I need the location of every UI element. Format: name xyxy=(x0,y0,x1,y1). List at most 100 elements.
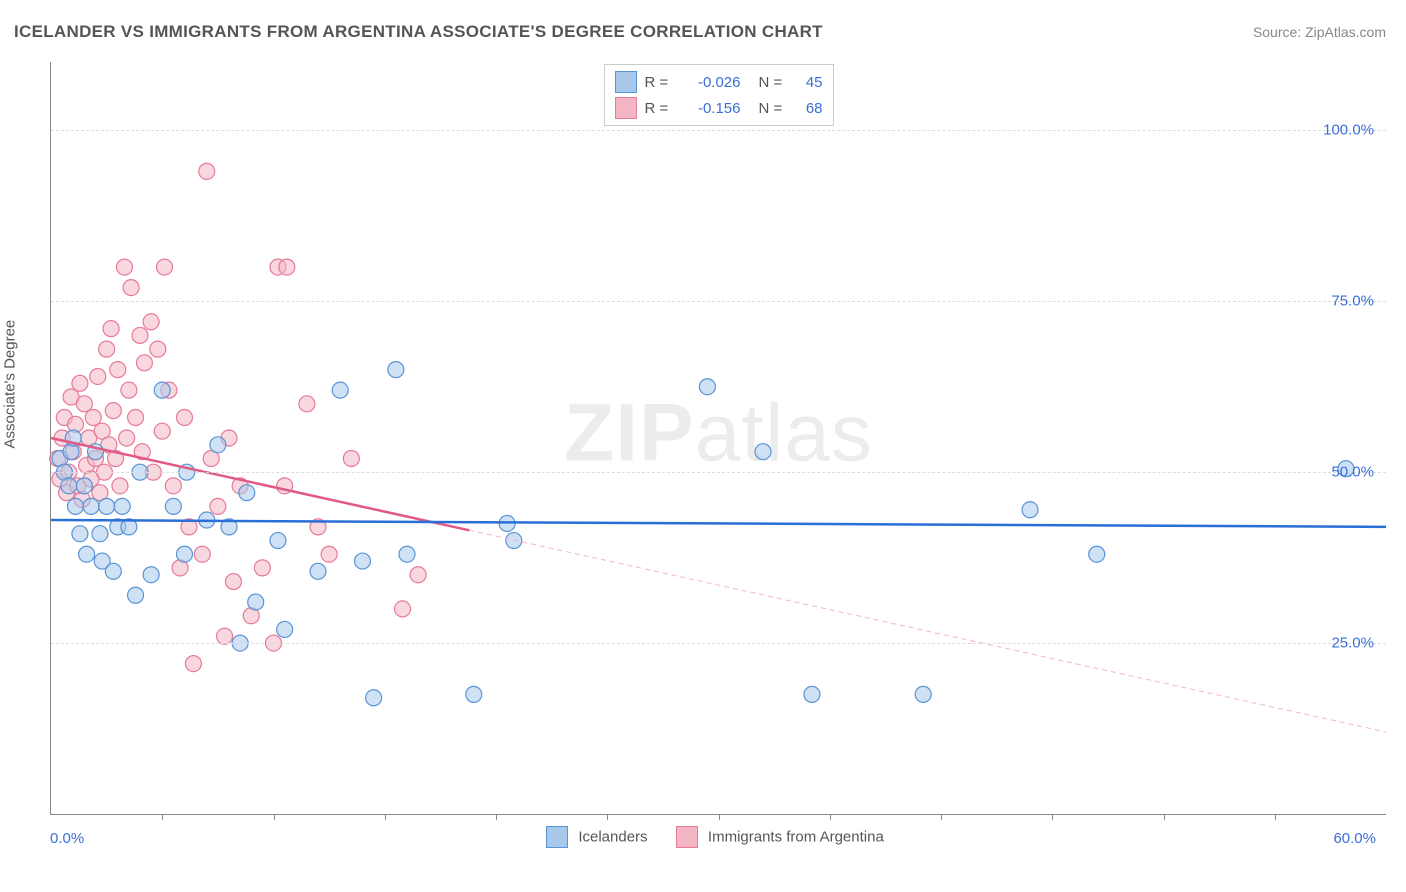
x-tick xyxy=(1275,814,1276,820)
y-tick-label: 75.0% xyxy=(1331,293,1374,310)
scatter-point xyxy=(128,409,144,425)
x-tick xyxy=(1052,814,1053,820)
gridline xyxy=(51,301,1386,302)
x-tick xyxy=(941,814,942,820)
scatter-point xyxy=(355,553,371,569)
y-tick-label: 100.0% xyxy=(1323,122,1374,139)
scatter-point xyxy=(99,341,115,357)
scatter-point xyxy=(1022,502,1038,518)
scatter-point xyxy=(150,341,166,357)
x-tick xyxy=(1164,814,1165,820)
scatter-point xyxy=(395,601,411,617)
gridline xyxy=(51,472,1386,473)
scatter-point xyxy=(239,485,255,501)
y-tick-label: 50.0% xyxy=(1331,464,1374,481)
scatter-point xyxy=(114,498,130,514)
r-label: R = xyxy=(645,100,671,117)
scatter-point xyxy=(177,409,193,425)
scatter-point xyxy=(72,526,88,542)
scatter-point xyxy=(105,403,121,419)
scatter-point xyxy=(270,533,286,549)
scatter-point xyxy=(110,362,126,378)
scatter-point xyxy=(248,594,264,610)
correlation-legend: R = -0.026 N = 45 R = -0.156 N = 68 xyxy=(604,64,834,126)
series-legend: Icelanders Immigrants from Argentina xyxy=(0,826,1406,848)
scatter-point xyxy=(1089,546,1105,562)
scatter-point xyxy=(116,259,132,275)
n-label: N = xyxy=(759,74,785,91)
scatter-point xyxy=(177,546,193,562)
scatter-point xyxy=(399,546,415,562)
legend-label-argentina: Immigrants from Argentina xyxy=(708,829,884,846)
scatter-point xyxy=(76,396,92,412)
gridline xyxy=(51,643,1386,644)
scatter-point xyxy=(210,498,226,514)
scatter-point xyxy=(112,478,128,494)
scatter-point xyxy=(366,690,382,706)
x-tick xyxy=(607,814,608,820)
scatter-point xyxy=(199,163,215,179)
scatter-point xyxy=(154,382,170,398)
gridline xyxy=(51,130,1386,131)
scatter-point xyxy=(310,563,326,579)
scatter-point xyxy=(99,498,115,514)
scatter-point xyxy=(85,409,101,425)
scatter-point xyxy=(466,686,482,702)
x-tick xyxy=(274,814,275,820)
scatter-point xyxy=(119,430,135,446)
scatter-point xyxy=(165,498,181,514)
x-tick xyxy=(385,814,386,820)
scatter-point xyxy=(277,621,293,637)
scatter-point xyxy=(132,327,148,343)
scatter-point xyxy=(72,375,88,391)
scatter-point xyxy=(92,526,108,542)
scatter-point xyxy=(185,656,201,672)
source-label: Source: ZipAtlas.com xyxy=(1253,24,1386,40)
x-tick xyxy=(496,814,497,820)
y-axis-title: Associate's Degree xyxy=(2,320,19,449)
scatter-point xyxy=(128,587,144,603)
scatter-point xyxy=(121,382,137,398)
trend-line xyxy=(51,520,1386,527)
scatter-point xyxy=(143,567,159,583)
plot-svg xyxy=(51,62,1386,814)
x-tick xyxy=(162,814,163,820)
scatter-point xyxy=(79,546,95,562)
n-value-blue: 45 xyxy=(793,74,823,91)
x-tick xyxy=(719,814,720,820)
scatter-point xyxy=(388,362,404,378)
scatter-point xyxy=(123,280,139,296)
legend-row-argentina: R = -0.156 N = 68 xyxy=(615,95,823,121)
scatter-point xyxy=(217,628,233,644)
scatter-point xyxy=(254,560,270,576)
r-value-blue: -0.026 xyxy=(679,74,741,91)
scatter-point xyxy=(103,321,119,337)
scatter-point xyxy=(332,382,348,398)
scatter-point xyxy=(210,437,226,453)
scatter-point xyxy=(699,379,715,395)
scatter-point xyxy=(299,396,315,412)
scatter-point xyxy=(61,478,77,494)
plot-area: ZIPatlas R = -0.026 N = 45 R = -0.156 N … xyxy=(50,62,1386,815)
scatter-point xyxy=(156,259,172,275)
scatter-point xyxy=(343,451,359,467)
scatter-point xyxy=(321,546,337,562)
n-value-pink: 68 xyxy=(793,100,823,117)
swatch-pink-icon xyxy=(676,826,698,848)
scatter-point xyxy=(105,563,121,579)
y-tick-label: 25.0% xyxy=(1331,635,1374,652)
r-label: R = xyxy=(645,74,671,91)
swatch-pink-icon xyxy=(615,97,637,119)
scatter-point xyxy=(194,546,210,562)
swatch-blue-icon xyxy=(615,71,637,93)
swatch-blue-icon xyxy=(546,826,568,848)
scatter-point xyxy=(755,444,771,460)
n-label: N = xyxy=(759,100,785,117)
scatter-point xyxy=(90,368,106,384)
scatter-point xyxy=(136,355,152,371)
scatter-point xyxy=(165,478,181,494)
scatter-point xyxy=(410,567,426,583)
r-value-pink: -0.156 xyxy=(679,100,741,117)
scatter-point xyxy=(83,498,99,514)
legend-row-icelanders: R = -0.026 N = 45 xyxy=(615,69,823,95)
